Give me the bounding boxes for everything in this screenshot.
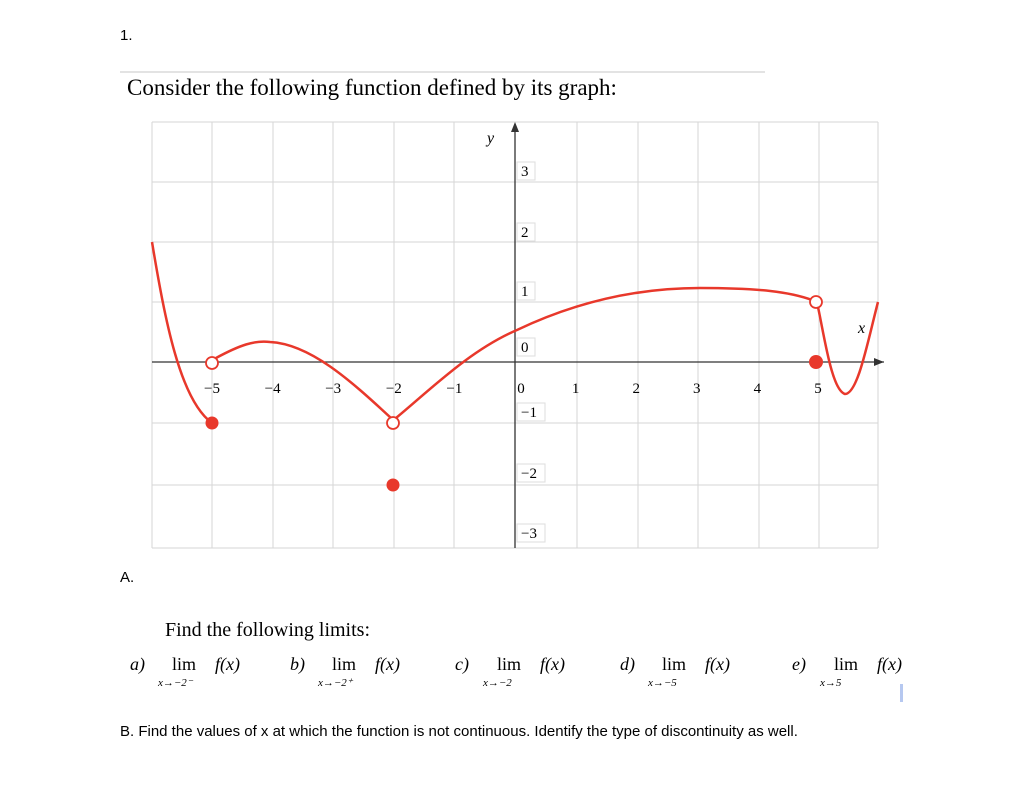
cursor (900, 684, 903, 702)
lim-sub: x→−2⁻ (157, 677, 194, 689)
function-graph (150, 241, 880, 425)
open-point (809, 295, 823, 309)
func: f(x) (540, 654, 565, 675)
item-letter: e) (792, 654, 806, 675)
lim-sub: x→−2⁺ (317, 677, 354, 689)
y-tick-box (516, 463, 546, 483)
lim-sub: x→−5 (647, 677, 677, 689)
y-arrow (511, 122, 519, 132)
lim-sub: x→−2 (482, 677, 512, 689)
x-tick-label: 5 (814, 381, 822, 397)
lim: lim (834, 654, 858, 674)
y-tick-box (516, 161, 536, 181)
func: f(x) (877, 654, 902, 675)
lim: lim (662, 654, 686, 674)
x-arrow (874, 358, 884, 366)
func: f(x) (705, 654, 730, 675)
y-tick-label: 1 (521, 284, 529, 300)
heading: Consider the following function defined … (127, 75, 617, 100)
closed-point (205, 416, 219, 430)
x-tick-label: 4 (754, 381, 762, 397)
x-tick-label: 0 (517, 381, 525, 397)
x-tick-label: −2 (386, 381, 402, 397)
func: f(x) (375, 654, 400, 675)
func: f(x) (215, 654, 240, 675)
item-letter: b) (290, 654, 305, 675)
open-point (386, 416, 400, 430)
item-letter: c) (455, 654, 469, 675)
y-tick-label: −1 (521, 405, 537, 421)
x-tick-label: −4 (265, 381, 281, 397)
part-label: A. (120, 569, 134, 586)
closed-point (809, 355, 823, 369)
x-tick-label: 3 (693, 381, 701, 397)
x-axis-label: x (857, 320, 865, 337)
item-letter: a) (130, 654, 145, 675)
y-tick-box (516, 281, 536, 301)
x-tick-label: −3 (325, 381, 341, 397)
y-tick-label: −2 (521, 466, 537, 482)
prompt: Find the following limits: (165, 619, 370, 641)
question-number: 1. (120, 27, 133, 44)
x-tick-label: 1 (572, 381, 580, 397)
open-point (205, 356, 219, 370)
y-tick-label: −3 (521, 526, 537, 542)
y-tick-label: 2 (521, 225, 529, 241)
y-tick-label: 3 (521, 164, 529, 180)
lim: lim (497, 654, 521, 674)
y-tick-box (516, 222, 536, 242)
y-tick-box (516, 402, 546, 422)
x-tick-label: 2 (632, 381, 640, 397)
y-axis-label: y (485, 130, 495, 147)
item-letter: d) (620, 654, 635, 675)
y-tick-box (516, 337, 536, 357)
part-b: B. Find the values of x at which the fun… (120, 723, 798, 740)
x-tick-label: −1 (446, 381, 462, 397)
y-tick-box (516, 523, 546, 543)
x-tick-label: −5 (204, 381, 220, 397)
y-tick-label: 0 (521, 340, 529, 356)
lim: lim (332, 654, 356, 674)
lim-sub: x→5 (819, 677, 842, 689)
lim: lim (172, 654, 196, 674)
closed-point (386, 478, 400, 492)
